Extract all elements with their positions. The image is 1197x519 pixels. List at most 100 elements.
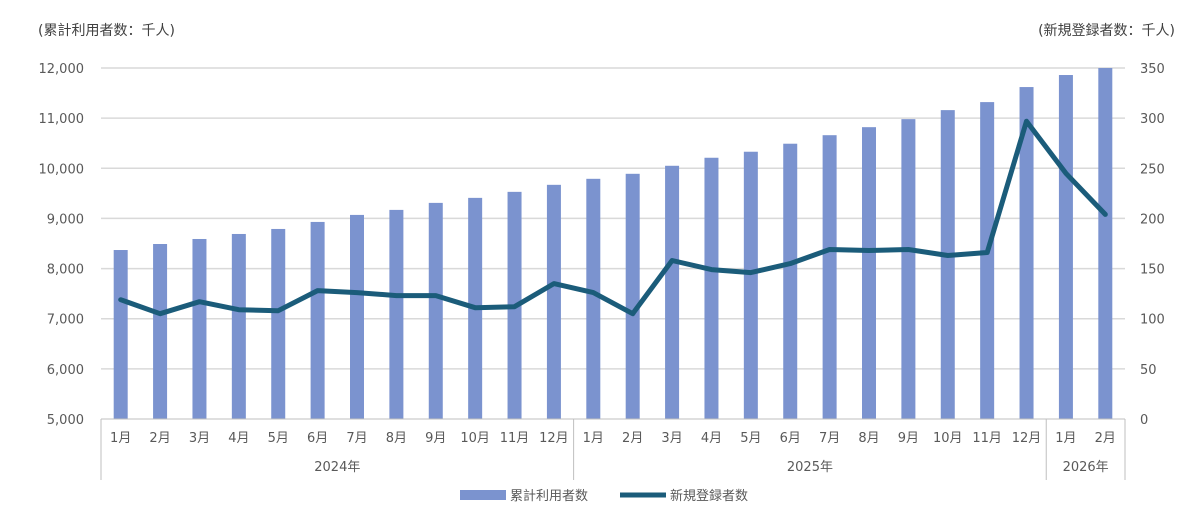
left-tick-label: 10,000 [39, 162, 85, 177]
legend: 累計利用者数 新規登録者数 [460, 488, 748, 504]
month-label: 8月 [386, 431, 407, 446]
month-label: 10月 [933, 431, 963, 446]
line-point [552, 282, 555, 285]
month-label: 2月 [149, 431, 170, 446]
line-point [671, 259, 674, 262]
line-point [986, 251, 989, 254]
legend-bar-label: 累計利用者数 [510, 488, 588, 504]
line-point [237, 308, 240, 311]
month-label: 8月 [858, 431, 879, 446]
month-label: 10月 [460, 431, 490, 446]
month-label: 12月 [1012, 431, 1042, 446]
month-label: 1月 [110, 431, 131, 446]
bar [113, 250, 128, 419]
month-label: 9月 [898, 431, 919, 446]
bar [350, 214, 364, 419]
line-point [946, 254, 949, 257]
line-point [395, 294, 398, 297]
year-label: 2026年 [1063, 460, 1109, 475]
month-label: 5月 [268, 431, 289, 446]
right-tick-label: 300 [1140, 112, 1165, 127]
right-tick-label: 250 [1140, 162, 1165, 177]
bar [980, 102, 995, 420]
line-point [159, 312, 162, 315]
right-tick-label: 150 [1140, 263, 1165, 278]
line-point [631, 312, 634, 315]
month-label: 3月 [189, 431, 210, 446]
right-tick-label: 200 [1140, 212, 1165, 227]
left-tick-label: 6,000 [47, 363, 84, 378]
line-point [356, 291, 358, 294]
bar [901, 119, 916, 419]
line-point [434, 294, 437, 297]
bar [192, 238, 207, 419]
month-label: 6月 [780, 431, 801, 446]
month-label: 4月 [228, 431, 249, 446]
month-label: 1月 [1055, 431, 1076, 446]
bar [428, 202, 443, 419]
line-point [749, 271, 752, 274]
month-label: 12月 [539, 431, 569, 446]
bar [153, 244, 168, 419]
line-point [907, 248, 910, 251]
line-point [1064, 172, 1067, 175]
left-tick-label: 5,000 [47, 413, 84, 428]
bar [1058, 75, 1073, 420]
bar [704, 157, 719, 419]
bar [665, 165, 680, 419]
month-label: 6月 [307, 431, 328, 446]
bar [546, 184, 561, 419]
left-tick-label: 8,000 [47, 263, 84, 278]
bar [310, 221, 325, 419]
bar [389, 209, 404, 419]
line-point [119, 298, 122, 301]
month-label: 4月 [701, 431, 722, 446]
left-tick-label: 11,000 [39, 112, 85, 127]
legend-line-label: 新規登録者数 [670, 488, 748, 504]
bar [1098, 68, 1113, 419]
month-label: 7月 [819, 431, 840, 446]
month-label: 2月 [1095, 431, 1116, 446]
bar [586, 178, 601, 419]
month-label: 7月 [346, 431, 367, 446]
left-axis-title: (累計利用者数：千人) [38, 23, 175, 39]
month-label: 5月 [740, 431, 761, 446]
bar [1019, 87, 1034, 419]
month-label: 3月 [661, 431, 682, 446]
line-point [868, 249, 870, 252]
right-tick-label: 350 [1140, 62, 1165, 77]
line-point [316, 289, 319, 292]
line-series [118, 118, 1108, 317]
bar [862, 127, 876, 419]
bar [625, 173, 640, 419]
year-label: 2024年 [314, 460, 360, 475]
left-tick-label: 9,000 [47, 212, 84, 227]
right-tick-label: 0 [1140, 413, 1148, 428]
line-point [710, 268, 713, 271]
bar [231, 233, 246, 419]
month-label: 2月 [622, 431, 643, 446]
legend-bar-swatch [460, 490, 506, 500]
month-label: 9月 [425, 431, 446, 446]
line-point [513, 305, 516, 308]
line-point [1025, 120, 1028, 123]
line-point [1104, 213, 1107, 216]
bar [940, 110, 955, 420]
bar [822, 135, 837, 420]
bar [271, 228, 286, 419]
line-point [474, 306, 477, 309]
line-point [198, 300, 201, 303]
year-label: 2025年 [787, 460, 833, 475]
right-tick-label: 100 [1140, 313, 1165, 328]
bar [743, 151, 758, 419]
month-label: 11月 [500, 431, 530, 446]
month-label: 11月 [972, 431, 1002, 446]
line-point [828, 248, 831, 251]
line-point [277, 309, 280, 312]
left-tick-label: 12,000 [39, 62, 85, 77]
right-tick-label: 50 [1140, 363, 1157, 378]
line-point [789, 262, 792, 265]
left-tick-label: 7,000 [47, 313, 84, 328]
right-axis-title: (新規登録者数：千人) [1038, 23, 1175, 39]
